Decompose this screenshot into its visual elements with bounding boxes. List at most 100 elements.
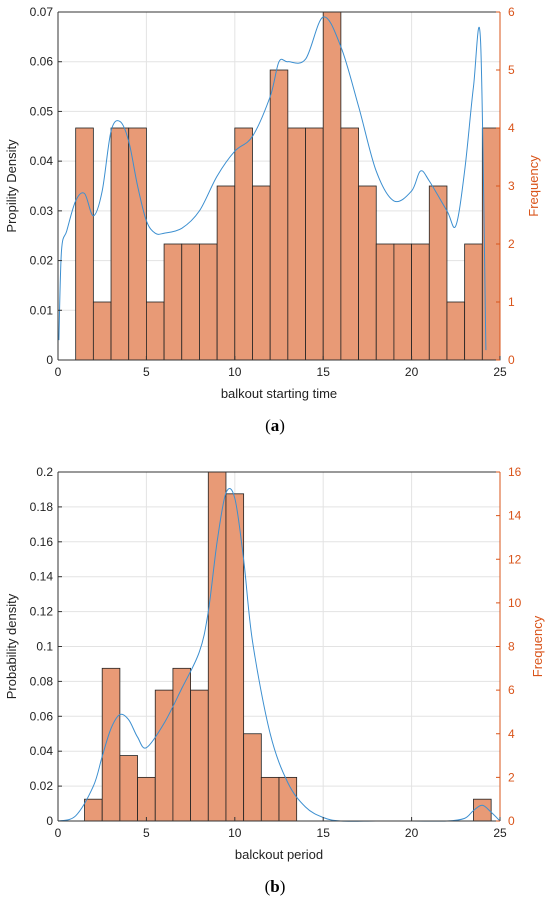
chart-a-bar-18	[375, 243, 395, 361]
chart-a-bar-15	[322, 11, 342, 361]
chart-a-xtick-label-0: 0	[55, 365, 62, 379]
chart-a-ytick-right-label-2: 2	[508, 237, 515, 251]
chart-a-bar-19	[393, 243, 413, 361]
chart-a-bar-21	[428, 185, 448, 361]
chart-b-ytick-left-label-4: 0.08	[30, 674, 54, 688]
chart-b-ytick-left-label-10: 0.2	[36, 465, 53, 479]
chart-a-xtick-label-5: 25	[493, 365, 507, 379]
chart-a-bar-5	[145, 301, 165, 361]
chart-b-bar-9	[243, 733, 262, 822]
chart-a-bar-17	[358, 185, 377, 361]
chart-a-bar-3	[110, 127, 130, 361]
chart-a-xtick-label-3: 15	[317, 365, 331, 379]
chart-a-bar-22	[446, 301, 466, 361]
chart-a: 0 5 10 15 20 2500.010.020.030.040.050.060.070…	[4, 5, 541, 401]
chart-a-ytick-left-label-5: 0.05	[30, 104, 54, 118]
chart-b-ytick-right-label-8: 16	[508, 465, 522, 479]
chart-a-ytick-left-label-2: 0.02	[30, 254, 54, 268]
chart-b-ytick-right-label-0: 0	[508, 814, 515, 828]
chart-b-x-axis-label: balckout period	[235, 847, 323, 862]
chart-b-xtick-label-0: 0	[55, 826, 62, 840]
chart-b-ytick-left-label-5: 0.1	[36, 640, 53, 654]
chart-a-bar-8	[199, 243, 218, 361]
chart-a-ytick-right-label-6: 6	[508, 5, 515, 19]
chart-a-bar-2	[92, 301, 112, 361]
chart-a-bar-14	[305, 127, 324, 361]
chart-a-bar-13	[287, 127, 306, 361]
chart-b-ytick-right-label-1: 2	[508, 770, 515, 784]
chart-b: 0 5 10 15 20 2500.020.040.060.080.10.120.140.…	[4, 465, 545, 862]
chart-b-bar-5	[172, 667, 191, 822]
chart-b-xtick-label-1: 5	[143, 826, 150, 840]
chart-b-ytick-right-label-5: 10	[508, 596, 522, 610]
chart-b-ytick-left-label-2: 0.04	[30, 744, 54, 758]
caption-b-open: (	[264, 877, 271, 896]
chart-b-bar-2	[119, 755, 138, 822]
chart-a-bar-10	[234, 127, 253, 361]
chart-a-ytick-left-label-4: 0.04	[30, 154, 54, 168]
chart-a-bar-20	[411, 243, 430, 361]
chart-b-ytick-right-label-4: 8	[508, 640, 515, 654]
chart-a-xtick-label-2: 10	[228, 365, 242, 379]
chart-a-ytick-right-label-1: 1	[508, 295, 515, 309]
chart-b-ytick-right-label-6: 12	[508, 552, 522, 566]
chart-a-bar-1	[75, 127, 94, 361]
chart-a-ytick-left-label-7: 0.07	[30, 5, 54, 19]
chart-a-bar-23	[464, 243, 483, 361]
caption-a-open: (	[265, 416, 271, 435]
chart-b-bar-7	[207, 471, 227, 822]
chart-b-ytick-right-label-3: 6	[508, 683, 515, 697]
chart-b-bar-1	[101, 667, 121, 822]
chart-b-ytick-left-label-6: 0.12	[30, 605, 54, 619]
chart-a-bar-6	[163, 243, 183, 361]
chart-b-ytick-left-label-1: 0.02	[30, 779, 54, 793]
chart-b-xtick-label-4: 20	[405, 826, 419, 840]
chart-a-bar-9	[216, 185, 236, 361]
chart-a-bar-7	[181, 243, 200, 361]
caption-a-close: )	[279, 416, 285, 435]
chart-b-ytick-left-label-8: 0.16	[30, 535, 54, 549]
caption-a-letter: a	[270, 416, 280, 435]
caption-b: (b)	[0, 877, 550, 897]
chart-b-bar-6	[190, 689, 209, 822]
chart-a-ytick-right-label-5: 5	[508, 63, 515, 77]
chart-a-bar-16	[340, 127, 359, 361]
chart-a-density-curve	[58, 16, 487, 351]
chart-b-ytick-left-label-7: 0.14	[30, 570, 54, 584]
chart-b-y-axis-label-right: Frequency	[530, 615, 545, 677]
chart-b-xtick-label-3: 15	[317, 826, 331, 840]
chart-b-y-axis-label-left: Probability density	[4, 593, 19, 699]
chart-b-ytick-left-label-0: 0	[46, 814, 53, 828]
chart-a-x-axis-label: balkout starting time	[221, 386, 337, 401]
chart-a-ytick-left-label-1: 0.01	[30, 303, 54, 317]
chart-b-bar-11	[278, 776, 298, 822]
chart-b-bar-8	[225, 493, 245, 822]
chart-b-ytick-left-label-3: 0.06	[30, 709, 54, 723]
chart-a-xtick-label-1: 5	[143, 365, 150, 379]
chart-a-xtick-label-4: 20	[405, 365, 419, 379]
chart-a-ytick-left-label-3: 0.03	[30, 204, 54, 218]
chart-a-bar-12	[269, 69, 289, 361]
caption-b-close: )	[279, 877, 286, 896]
chart-a-ytick-right-label-3: 3	[508, 179, 515, 193]
caption-a: (a)	[0, 416, 550, 436]
chart-a-ytick-left-label-0: 0	[46, 353, 53, 367]
chart-b-xtick-label-2: 10	[228, 826, 242, 840]
chart-a-ytick-left-label-6: 0.06	[30, 55, 54, 69]
caption-b-letter: b	[270, 877, 280, 896]
chart-a-bar-4	[128, 127, 147, 361]
chart-b-bar-10	[260, 776, 280, 822]
chart-a-ytick-right-label-4: 4	[508, 121, 515, 135]
chart-b-ytick-right-label-2: 4	[508, 727, 515, 741]
chart-b-ytick-right-label-7: 14	[508, 509, 522, 523]
chart-b-xtick-label-5: 25	[493, 826, 507, 840]
chart-a-y-axis-label-right: Frequency	[526, 155, 541, 217]
chart-b-bar-3	[137, 776, 156, 822]
chart-a-ytick-right-label-0: 0	[508, 353, 515, 367]
chart-b-bar-0	[84, 798, 103, 822]
chart-a-bar-11	[252, 185, 271, 361]
chart-b-ytick-left-label-9: 0.18	[30, 500, 54, 514]
chart-a-y-axis-label-left: Propility Density	[4, 139, 19, 233]
chart-b-bar-4	[154, 689, 174, 822]
